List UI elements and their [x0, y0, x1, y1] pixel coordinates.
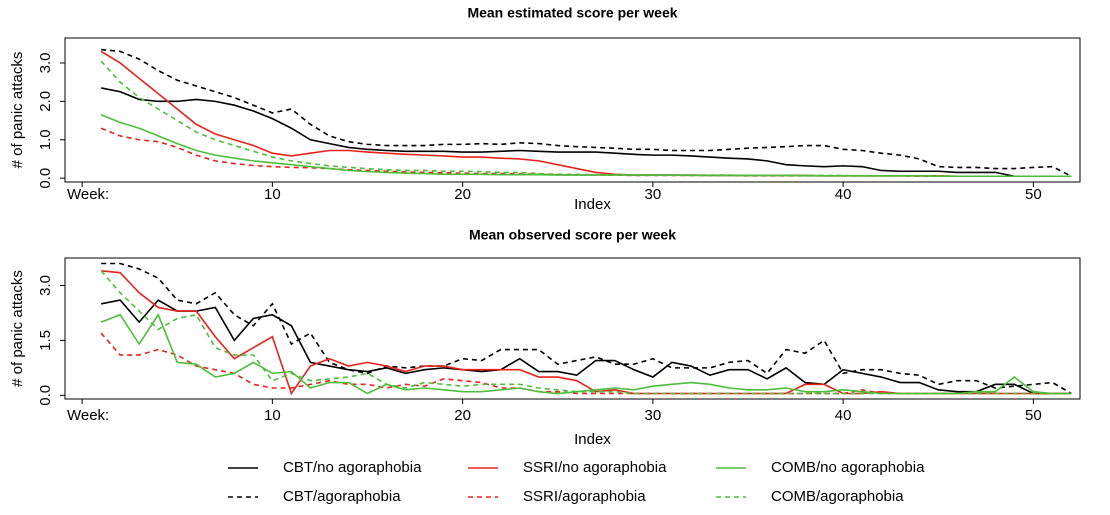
legend-label: SSRI/agoraphobia: [523, 488, 646, 505]
y-tick-label: 2.0: [37, 91, 54, 112]
x-tick-label: 50: [1025, 186, 1042, 203]
y-tick-label: 0.0: [37, 385, 54, 406]
y-tick-label: 0.0: [37, 168, 54, 189]
x-tick-label: 10: [264, 186, 281, 203]
x-axis-label: Index: [574, 196, 611, 213]
series-line: [100, 60, 1072, 178]
x-tick-label: Week:: [67, 407, 109, 424]
y-tick-label: 3.0: [37, 275, 54, 296]
legend-label: COMB/no agoraphobia: [771, 459, 925, 476]
series-line: [101, 270, 1072, 396]
series-line: [100, 50, 1072, 178]
x-tick-label: 20: [454, 186, 471, 203]
x-axis-label: Index: [574, 431, 611, 448]
legend-label: CBT/agoraphobia: [283, 488, 401, 505]
series-line: [100, 114, 1072, 178]
series-line: [100, 299, 1072, 395]
chart-title: Mean observed score per week: [469, 227, 676, 243]
y-tick-label: 3.0: [37, 53, 54, 74]
chart-title: Mean estimated score per week: [467, 5, 677, 21]
legend-label: COMB/agoraphobia: [771, 488, 904, 505]
x-tick-label: 20: [454, 407, 471, 424]
legend-label: CBT/no agoraphobia: [283, 459, 422, 476]
legend-label: SSRI/no agoraphobia: [523, 459, 667, 476]
x-tick-label: Week:: [67, 186, 109, 203]
series-line: [100, 87, 1072, 178]
x-tick-label: 30: [645, 407, 662, 424]
y-axis-label: # of panic attacks: [9, 52, 26, 169]
x-tick-label: 10: [264, 407, 281, 424]
series-line: [101, 262, 1072, 395]
x-tick-label: 50: [1025, 407, 1042, 424]
series-line: [100, 270, 1072, 395]
y-axis-label: # of panic attacks: [9, 270, 26, 387]
y-tick-label: 1.0: [37, 129, 54, 150]
plot-frame: [64, 37, 1081, 183]
x-tick-label: 30: [645, 186, 662, 203]
y-tick-label: 1.5: [37, 330, 54, 351]
x-tick-label: 40: [835, 407, 852, 424]
plot-frame: [64, 257, 1081, 400]
x-tick-label: 40: [835, 186, 852, 203]
series-line: [101, 48, 1072, 177]
